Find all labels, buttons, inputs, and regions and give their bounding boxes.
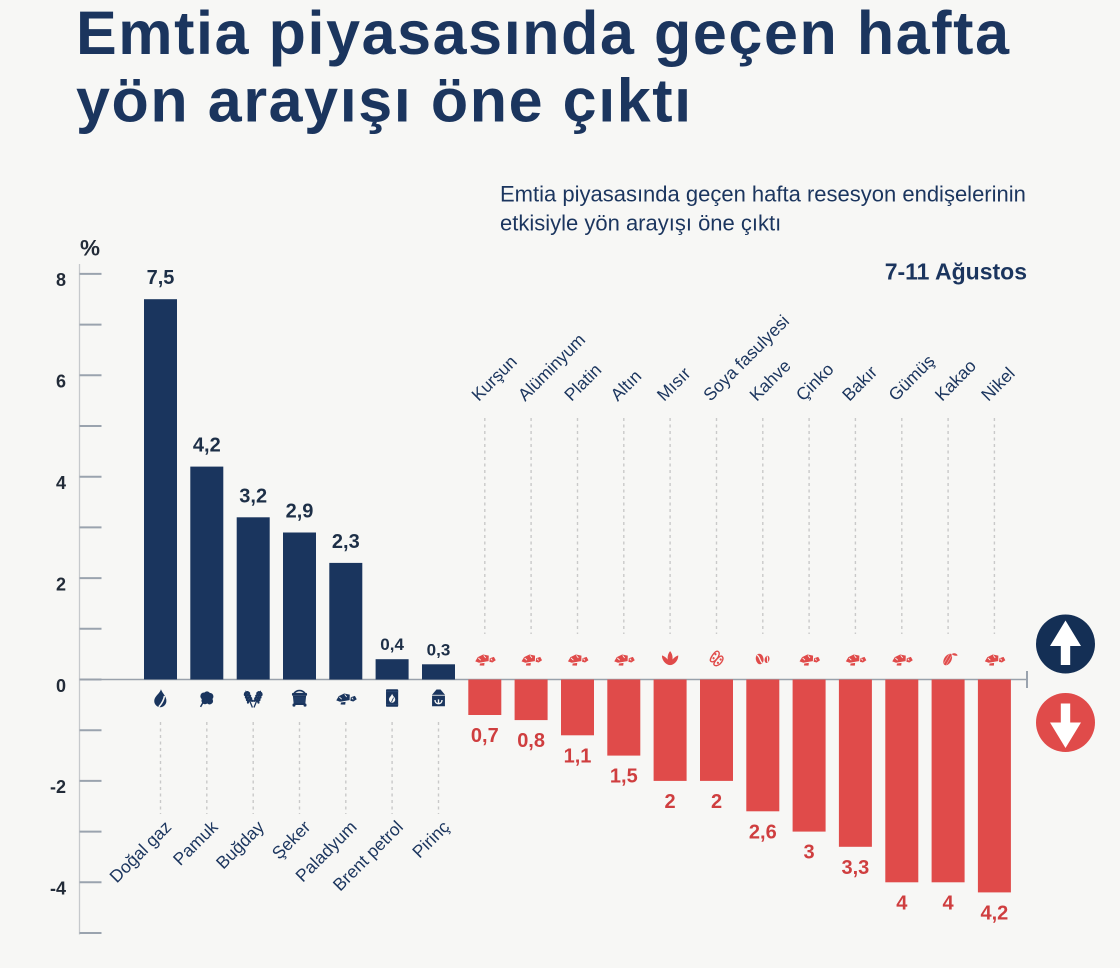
svg-text:1,5: 1,5 [610,766,638,788]
svg-text:3,3: 3,3 [841,857,869,879]
svg-text:2: 2 [665,791,676,813]
svg-text:2,6: 2,6 [749,821,777,843]
svg-text:4,2: 4,2 [980,902,1008,924]
svg-text:6: 6 [56,372,66,392]
svg-text:-2: -2 [50,777,66,797]
svg-text:4: 4 [896,892,908,914]
svg-text:0,3: 0,3 [427,640,451,659]
svg-text:4: 4 [56,473,66,493]
svg-text:Emtia piyasasında geçen hafta: Emtia piyasasında geçen hafta resesyon e… [500,182,1026,207]
svg-text:2: 2 [711,791,722,813]
svg-text:4: 4 [943,892,955,914]
svg-text:Emtia piyasasında geçen hafta: Emtia piyasasında geçen hafta [76,0,1011,67]
svg-text:yön arayışı öne çıktı: yön arayışı öne çıktı [76,67,693,135]
svg-text:7,5: 7,5 [147,267,175,289]
svg-text:etkisiyle yön arayışı öne çıkt: etkisiyle yön arayışı öne çıktı [500,211,781,236]
svg-text:2,3: 2,3 [332,531,360,553]
svg-text:3: 3 [804,842,815,864]
svg-text:7-11 Ağustos: 7-11 Ağustos [885,259,1027,285]
svg-text:8: 8 [56,270,66,290]
svg-text:2: 2 [56,574,66,594]
svg-text:0,7: 0,7 [471,725,499,747]
svg-text:-4: -4 [50,879,66,899]
svg-text:3,2: 3,2 [239,485,267,507]
svg-text:1,1: 1,1 [564,745,592,767]
svg-text:0: 0 [56,676,66,696]
svg-text:0,4: 0,4 [380,635,404,654]
svg-text:0,8: 0,8 [517,730,545,752]
svg-text:4,2: 4,2 [193,435,221,457]
svg-text:2,9: 2,9 [286,501,314,523]
svg-text:%: % [80,236,100,261]
